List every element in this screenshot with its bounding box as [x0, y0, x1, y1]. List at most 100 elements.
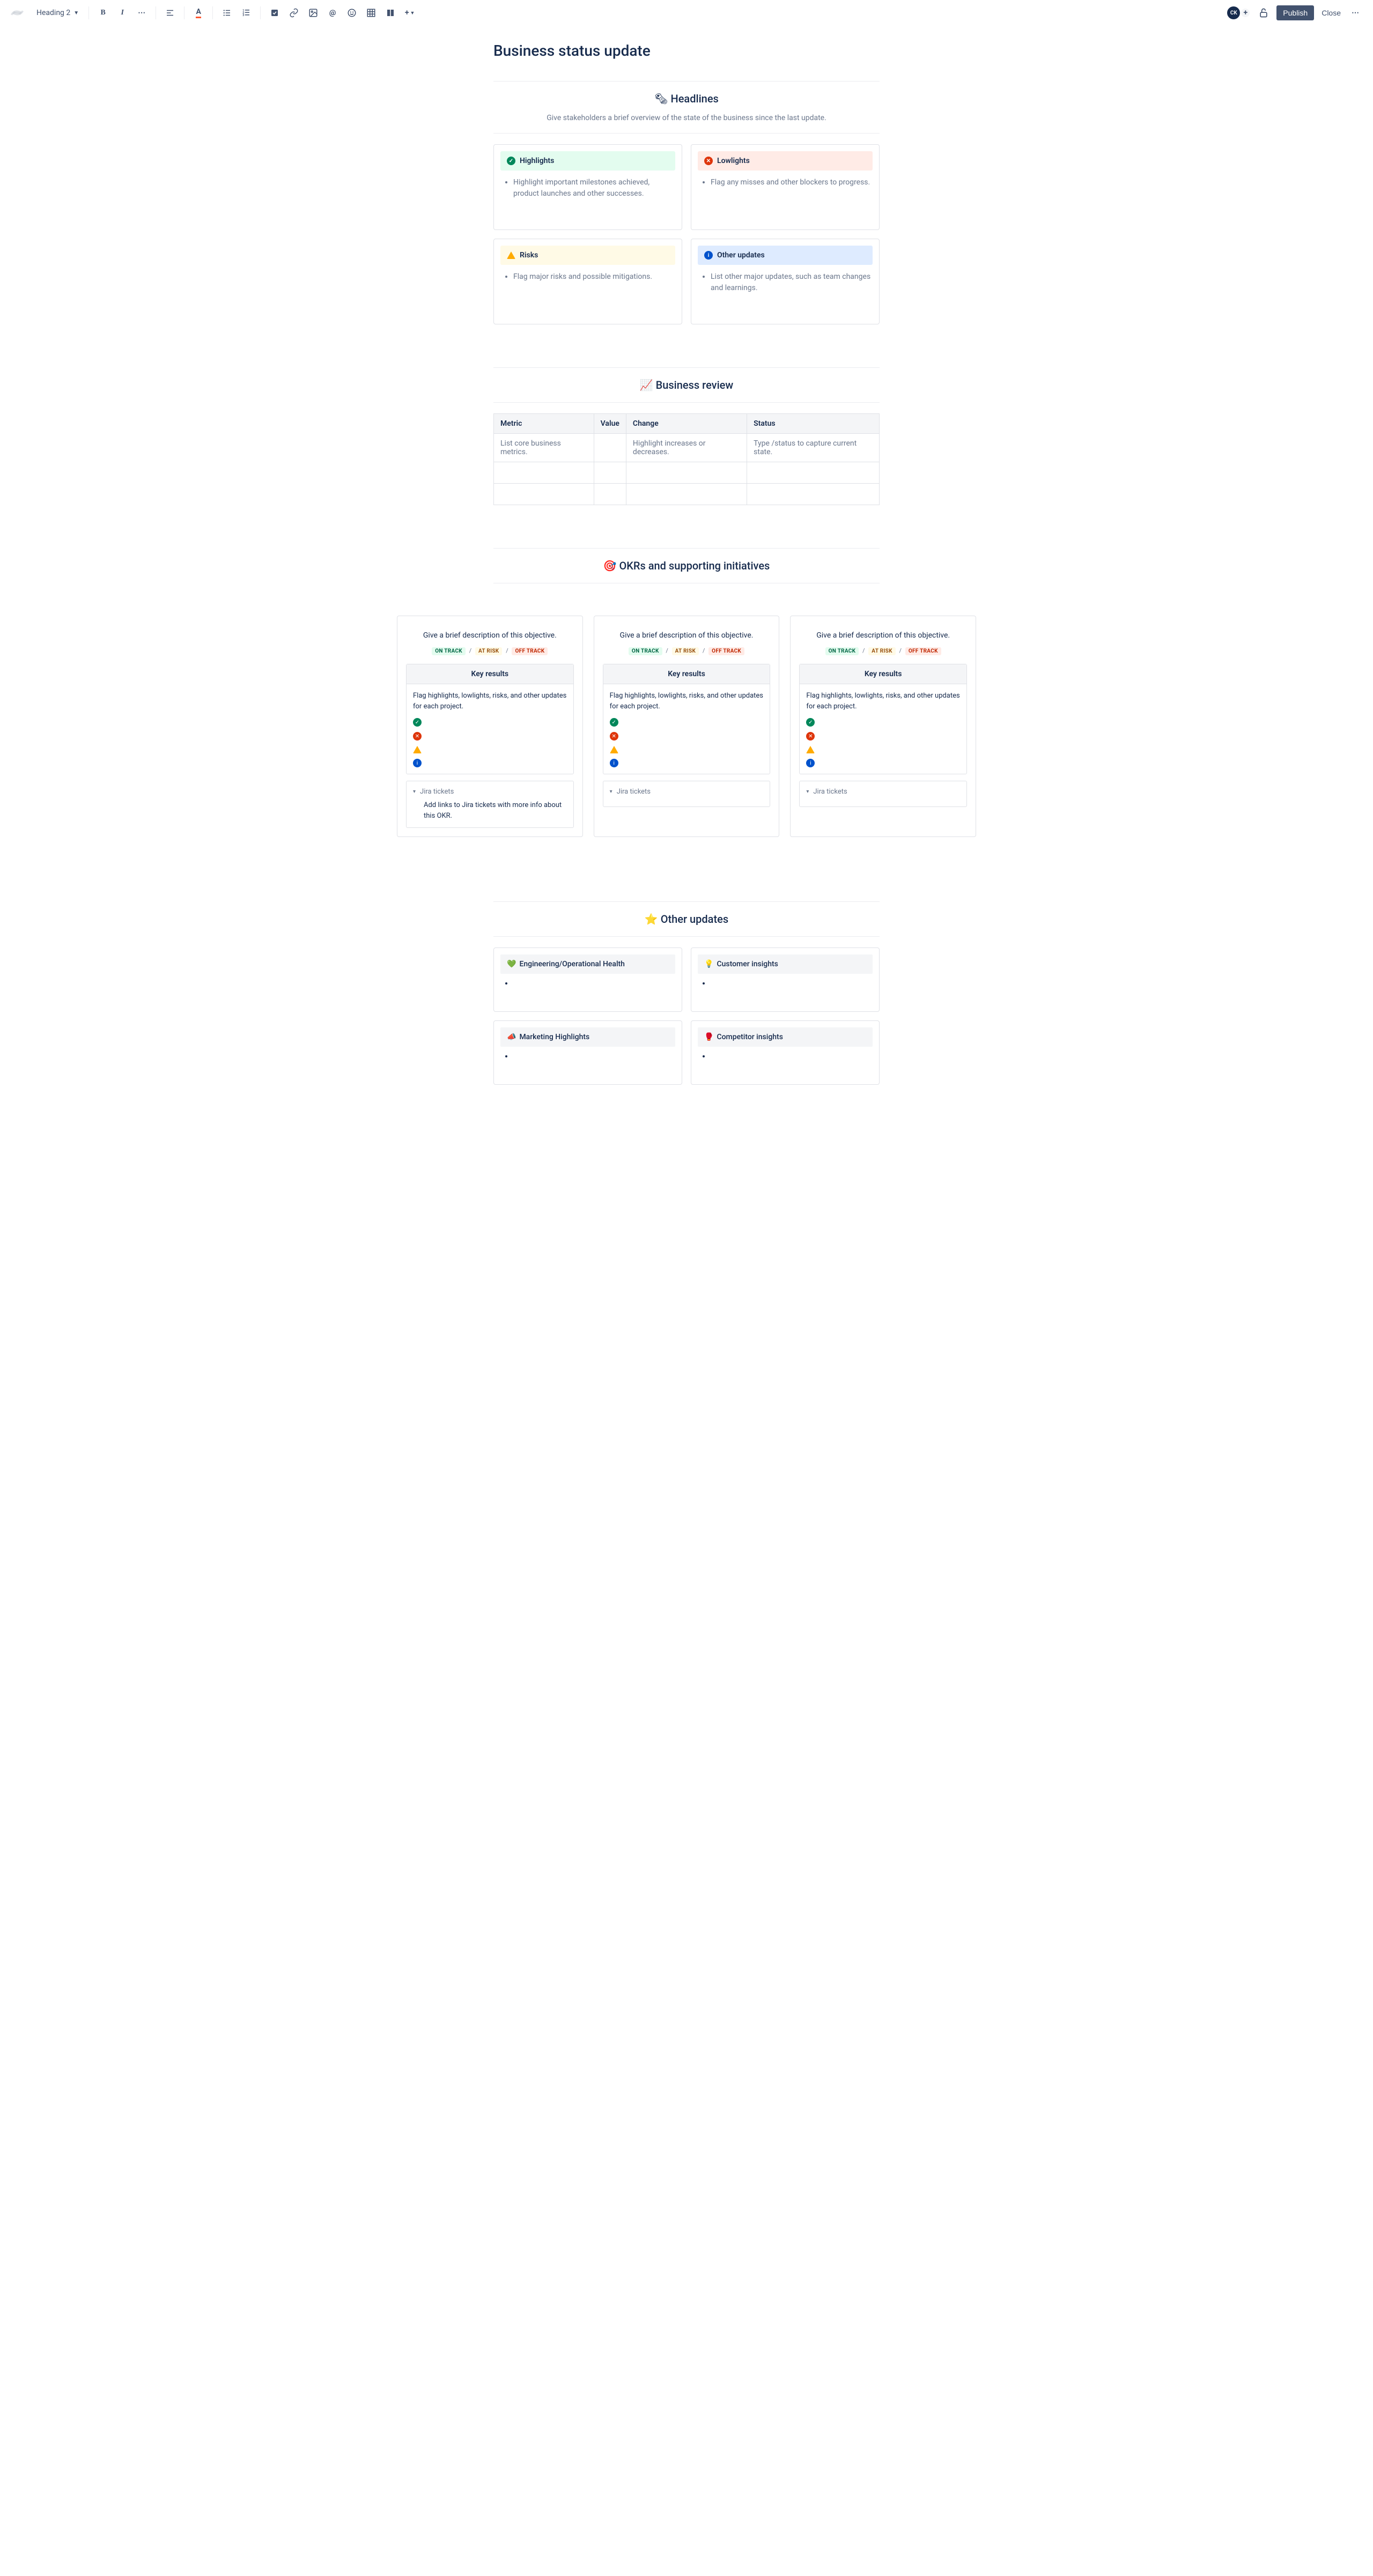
check-circle-icon: ✓	[806, 718, 815, 727]
more-actions-button[interactable]: ⋯	[1348, 9, 1362, 17]
competitor-panel: 🥊 Competitor insights	[691, 1020, 880, 1085]
warning-triangle-icon	[610, 746, 618, 753]
mention-button[interactable]: @	[324, 4, 341, 21]
other-updates-label: Other updates	[717, 251, 765, 260]
metric-cell[interactable]: List core business metrics.	[494, 434, 594, 462]
status-cell[interactable]: Type /status to capture current state.	[747, 434, 880, 462]
off-track-pill[interactable]: OFF TRACK	[905, 647, 941, 655]
lowlights-label: Lowlights	[717, 157, 750, 165]
lowlights-item[interactable]: Flag any misses and other blockers to pr…	[711, 177, 873, 188]
jira-tickets-toggle[interactable]: ▾ Jira tickets	[610, 788, 764, 796]
close-button[interactable]: Close	[1316, 5, 1346, 20]
heading-style-dropdown[interactable]: Heading 2 ▼	[32, 6, 83, 19]
layouts-button[interactable]	[382, 4, 399, 21]
chevron-down-icon: ▾	[413, 789, 416, 795]
headlines-heading: 🗞 Headlines	[493, 92, 880, 105]
value-cell[interactable]	[594, 434, 626, 462]
more-formatting-button[interactable]: ⋯	[133, 4, 150, 21]
action-item-button[interactable]	[266, 4, 283, 21]
toolbar-separator	[212, 6, 213, 19]
x-circle-icon: ✕	[806, 732, 815, 741]
divider	[493, 367, 880, 368]
link-button[interactable]	[285, 4, 302, 21]
highlights-item[interactable]: Highlight important milestones achieved,…	[513, 177, 675, 199]
divider	[493, 548, 880, 549]
jira-tickets-label: Jira tickets	[420, 788, 454, 796]
table-button[interactable]	[363, 4, 380, 21]
list-item[interactable]	[513, 979, 675, 988]
other-updates-item[interactable]: List other major updates, such as team c…	[711, 271, 873, 294]
change-cell[interactable]: Highlight increases or decreases.	[626, 434, 747, 462]
on-track-pill[interactable]: ON TRACK	[432, 647, 466, 655]
table-row[interactable]	[494, 484, 880, 505]
align-dropdown[interactable]	[161, 4, 179, 21]
objective-description[interactable]: Give a brief description of this objecti…	[603, 631, 771, 640]
jira-tickets-label: Jira tickets	[813, 788, 847, 796]
list-item[interactable]	[513, 1052, 675, 1061]
list-item[interactable]	[711, 1052, 873, 1061]
table-row[interactable]	[494, 462, 880, 484]
bullet-list-button[interactable]	[218, 4, 235, 21]
info-circle-icon: i	[806, 759, 815, 767]
invite-button[interactable]: +	[1240, 8, 1251, 18]
at-risk-pill[interactable]: AT RISK	[868, 647, 896, 655]
info-circle-icon: i	[704, 251, 713, 260]
jira-tickets-body[interactable]: Add links to Jira tickets with more info…	[413, 800, 567, 821]
business-review-table[interactable]: Metric Value Change Status List core bus…	[493, 413, 880, 505]
okr-card: Give a brief description of this objecti…	[397, 616, 583, 837]
emoji-button[interactable]	[343, 4, 360, 21]
restrictions-icon[interactable]	[1258, 8, 1269, 18]
key-results-box: Key results Flag highlights, lowlights, …	[406, 664, 574, 774]
insert-dropdown[interactable]: +▼	[401, 4, 418, 21]
image-button[interactable]	[305, 4, 322, 21]
other-updates-header: i Other updates	[698, 246, 873, 265]
jira-tickets-toggle[interactable]: ▾ Jira tickets	[806, 788, 960, 796]
italic-button[interactable]: I	[114, 4, 131, 21]
marketing-header: 📣 Marketing Highlights	[500, 1027, 675, 1047]
key-results-description[interactable]: Flag highlights, lowlights, risks, and o…	[806, 691, 960, 712]
objective-description[interactable]: Give a brief description of this objecti…	[799, 631, 967, 640]
warning-triangle-icon	[806, 746, 815, 753]
key-results-description[interactable]: Flag highlights, lowlights, risks, and o…	[413, 691, 567, 712]
divider	[493, 402, 880, 403]
jira-tickets-label: Jira tickets	[617, 788, 651, 796]
number-list-button[interactable]: 123	[238, 4, 255, 21]
highlights-header: ✓ Highlights	[500, 151, 675, 171]
other-updates-heading: ⭐ Other updates	[493, 913, 880, 926]
table-row[interactable]: List core business metrics. Highlight in…	[494, 434, 880, 462]
jira-tickets-box: ▾ Jira tickets	[799, 781, 967, 807]
bold-button[interactable]: B	[94, 4, 112, 21]
off-track-pill[interactable]: OFF TRACK	[708, 647, 744, 655]
marketing-label: Marketing Highlights	[519, 1033, 589, 1041]
heading-style-label: Heading 2	[36, 9, 70, 17]
jira-tickets-toggle[interactable]: ▾ Jira tickets	[413, 788, 567, 796]
engineering-header: 💚 Engineering/Operational Health	[500, 954, 675, 974]
key-results-description[interactable]: Flag highlights, lowlights, risks, and o…	[610, 691, 764, 712]
boxing-glove-icon: 🥊	[704, 1033, 713, 1041]
publish-button[interactable]: Publish	[1276, 5, 1314, 20]
user-avatar[interactable]: CK	[1227, 6, 1240, 19]
competitor-label: Competitor insights	[717, 1033, 783, 1041]
lightbulb-icon: 💡	[704, 960, 713, 968]
divider	[493, 81, 880, 82]
warning-triangle-icon	[507, 251, 515, 259]
at-risk-pill[interactable]: AT RISK	[475, 647, 503, 655]
change-header: Change	[626, 414, 747, 434]
text-color-button[interactable]: A	[190, 4, 207, 21]
jira-tickets-box: ▾ Jira tickets	[603, 781, 771, 807]
highlights-panel: ✓ Highlights Highlight important milesto…	[493, 144, 682, 230]
lowlights-header: ✕ Lowlights	[698, 151, 873, 171]
list-item[interactable]	[711, 979, 873, 988]
on-track-pill[interactable]: ON TRACK	[825, 647, 859, 655]
objective-description[interactable]: Give a brief description of this objecti…	[406, 631, 574, 640]
confluence-logo-icon	[11, 6, 24, 19]
on-track-pill[interactable]: ON TRACK	[629, 647, 662, 655]
headlines-subtitle: Give stakeholders a brief overview of th…	[493, 114, 880, 122]
risks-item[interactable]: Flag major risks and possible mitigation…	[513, 271, 675, 283]
business-review-heading: 📈 Business review	[493, 379, 880, 391]
page-title[interactable]: Business status update	[493, 42, 880, 60]
status-row: ON TRACK / AT RISK / OFF TRACK	[799, 647, 967, 655]
at-risk-pill[interactable]: AT RISK	[672, 647, 699, 655]
divider	[493, 133, 880, 134]
off-track-pill[interactable]: OFF TRACK	[512, 647, 548, 655]
